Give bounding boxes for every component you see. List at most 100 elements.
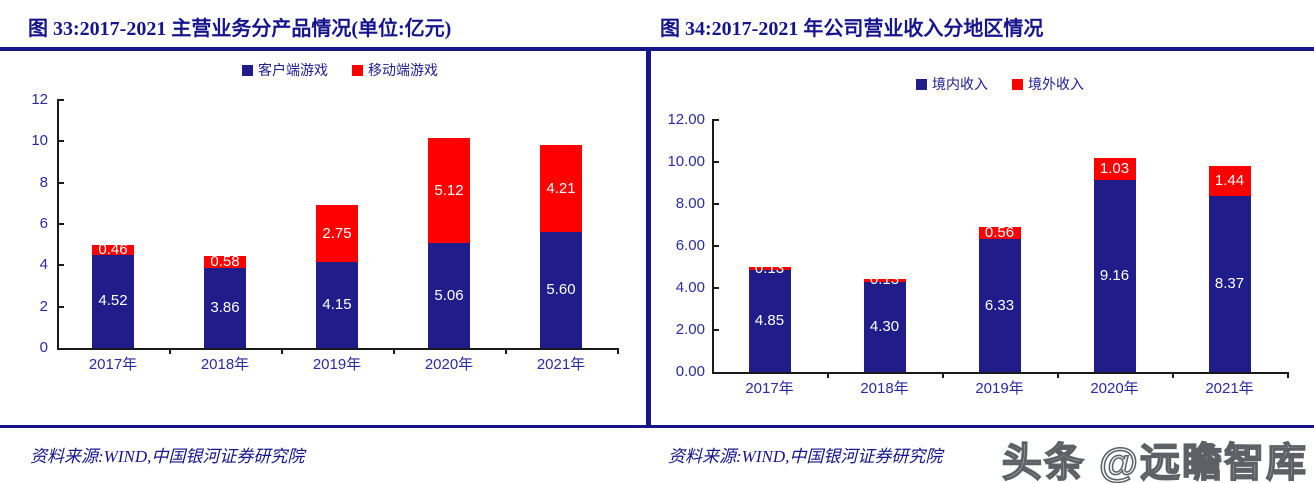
y-axis-tick-label: 6 <box>39 215 48 232</box>
bar-segment-red <box>428 137 470 244</box>
y-axis-line <box>57 100 59 348</box>
y-axis-tick-mark <box>57 140 64 143</box>
x-axis-tick-mark <box>617 348 619 354</box>
y-axis-tick-mark <box>712 329 719 331</box>
bar-value-label: 1.44 <box>1214 172 1245 190</box>
bar-value-label: 0.13 <box>754 259 785 277</box>
x-axis-category-label: 2017年 <box>88 356 138 373</box>
figure-33-title: 图 33:2017-2021 主营业务分产品情况(单位:亿元) <box>28 18 452 40</box>
bar-segment-red <box>863 278 906 282</box>
legend-label: 客户端游戏 <box>258 62 328 78</box>
legend-label: 境内收入 <box>932 76 988 92</box>
bar-segment-blue <box>978 239 1021 372</box>
y-axis-tick-label: 0.00 <box>675 363 705 380</box>
x-axis-tick-mark <box>1287 372 1289 378</box>
legend-item-series2: 境外收入 <box>1012 74 1084 94</box>
y-axis-tick-label: 6.00 <box>675 237 705 254</box>
legend-swatch-icon <box>352 64 363 76</box>
y-axis-tick-label: 10.00 <box>667 153 705 170</box>
top-rule <box>0 47 1314 51</box>
bar-value-label: 4.21 <box>546 179 576 197</box>
y-axis-tick-label: 12.00 <box>667 111 705 128</box>
bar-value-label: 2.75 <box>322 224 352 242</box>
bar-segment-red <box>978 227 1021 240</box>
y-axis-tick-mark <box>712 203 719 205</box>
bar-segment-red <box>748 267 791 271</box>
y-axis-tick-label: 0 <box>39 339 48 356</box>
figure-34-title: 图 34:2017-2021 年公司营业收入分地区情况 <box>660 18 1044 40</box>
source-note-right: 资料来源:WIND,中国银河证券研究院 <box>668 447 943 466</box>
y-axis-tick-mark <box>57 305 64 308</box>
bar-segment-blue <box>316 262 358 348</box>
y-axis-tick-mark <box>712 119 719 121</box>
bar-value-label: 4.85 <box>754 312 785 330</box>
legend-swatch-icon <box>916 78 927 90</box>
bar-segment-blue <box>428 243 470 348</box>
bar-value-label: 9.16 <box>1099 266 1130 284</box>
bar-segment-blue <box>92 254 134 348</box>
vertical-divider <box>646 47 651 428</box>
legend-swatch-icon <box>1012 78 1023 90</box>
bar-value-label: 0.58 <box>210 253 240 271</box>
x-axis-category-label: 2020年 <box>424 356 474 373</box>
x-axis-tick-mark <box>281 348 283 354</box>
x-axis-category-label: 2020年 <box>1090 380 1139 397</box>
bar-segment-blue <box>863 281 906 372</box>
bar-value-label: 8.37 <box>1214 275 1245 293</box>
y-axis-line <box>712 120 714 372</box>
bar-segment-blue <box>1208 196 1251 372</box>
chart-legend: 客户端游戏 移动端游戏 <box>242 60 438 80</box>
bar-segment-blue <box>748 270 791 372</box>
bar-segment-blue <box>204 268 246 348</box>
bar-value-label: 0.56 <box>984 224 1015 242</box>
bar-segment-red <box>316 205 358 263</box>
bar-value-label: 5.06 <box>434 286 464 304</box>
y-axis-tick-label: 8.00 <box>675 195 705 212</box>
x-axis-category-label: 2018年 <box>200 356 250 373</box>
bar-value-label: 3.86 <box>210 299 240 317</box>
bar-value-label: 4.30 <box>869 317 900 335</box>
legend-item-series2: 移动端游戏 <box>352 60 438 80</box>
y-axis-tick-mark <box>57 223 64 225</box>
x-axis-line <box>57 348 619 350</box>
bar-value-label: 5.60 <box>546 281 576 299</box>
y-axis-tick-label: 2 <box>39 297 48 315</box>
y-axis-tick-mark <box>57 99 64 101</box>
y-axis-tick-label: 10 <box>31 132 48 150</box>
chart-legend: 境内收入 境外收入 <box>916 74 1084 94</box>
bar-value-label: 4.15 <box>322 296 352 314</box>
x-axis-category-label: 2019年 <box>312 356 362 373</box>
x-axis-category-label: 2018年 <box>860 380 909 397</box>
y-axis-tick-mark <box>712 245 719 247</box>
legend-swatch-icon <box>242 64 253 76</box>
bottom-rule <box>0 425 1314 428</box>
y-axis-tick-mark <box>712 287 719 289</box>
bar-segment-red <box>1093 158 1136 180</box>
bar-segment-red <box>204 256 246 269</box>
y-axis-tick-label: 12 <box>31 91 48 108</box>
bar-segment-blue <box>540 232 582 348</box>
y-axis-tick-label: 8 <box>39 173 48 191</box>
y-axis-tick-label: 4 <box>39 256 48 274</box>
legend-item-series1: 客户端游戏 <box>242 60 328 80</box>
bar-segment-red <box>92 245 134 255</box>
x-axis-tick-mark <box>505 348 507 354</box>
x-axis-tick-mark <box>1172 372 1174 378</box>
bar-segment-red <box>1208 165 1251 197</box>
bar-value-label: 1.03 <box>1099 159 1130 177</box>
x-axis-tick-mark <box>942 372 944 378</box>
bar-segment-red <box>540 145 582 233</box>
bar-segment-blue <box>1093 179 1136 372</box>
bar-value-label: 0.46 <box>98 240 128 258</box>
x-axis-tick-mark <box>827 372 829 378</box>
toutiao-yuanzhan-watermark: 头条 @远瞻智库 <box>1001 440 1308 483</box>
x-axis-category-label: 2021年 <box>1205 380 1254 397</box>
y-axis-tick-label: 2.00 <box>675 321 705 338</box>
x-axis-category-label: 2021年 <box>536 356 586 373</box>
y-axis-tick-label: 4.00 <box>675 279 705 296</box>
legend-item-series1: 境内收入 <box>916 74 988 94</box>
bar-value-label: 0.13 <box>869 271 900 289</box>
